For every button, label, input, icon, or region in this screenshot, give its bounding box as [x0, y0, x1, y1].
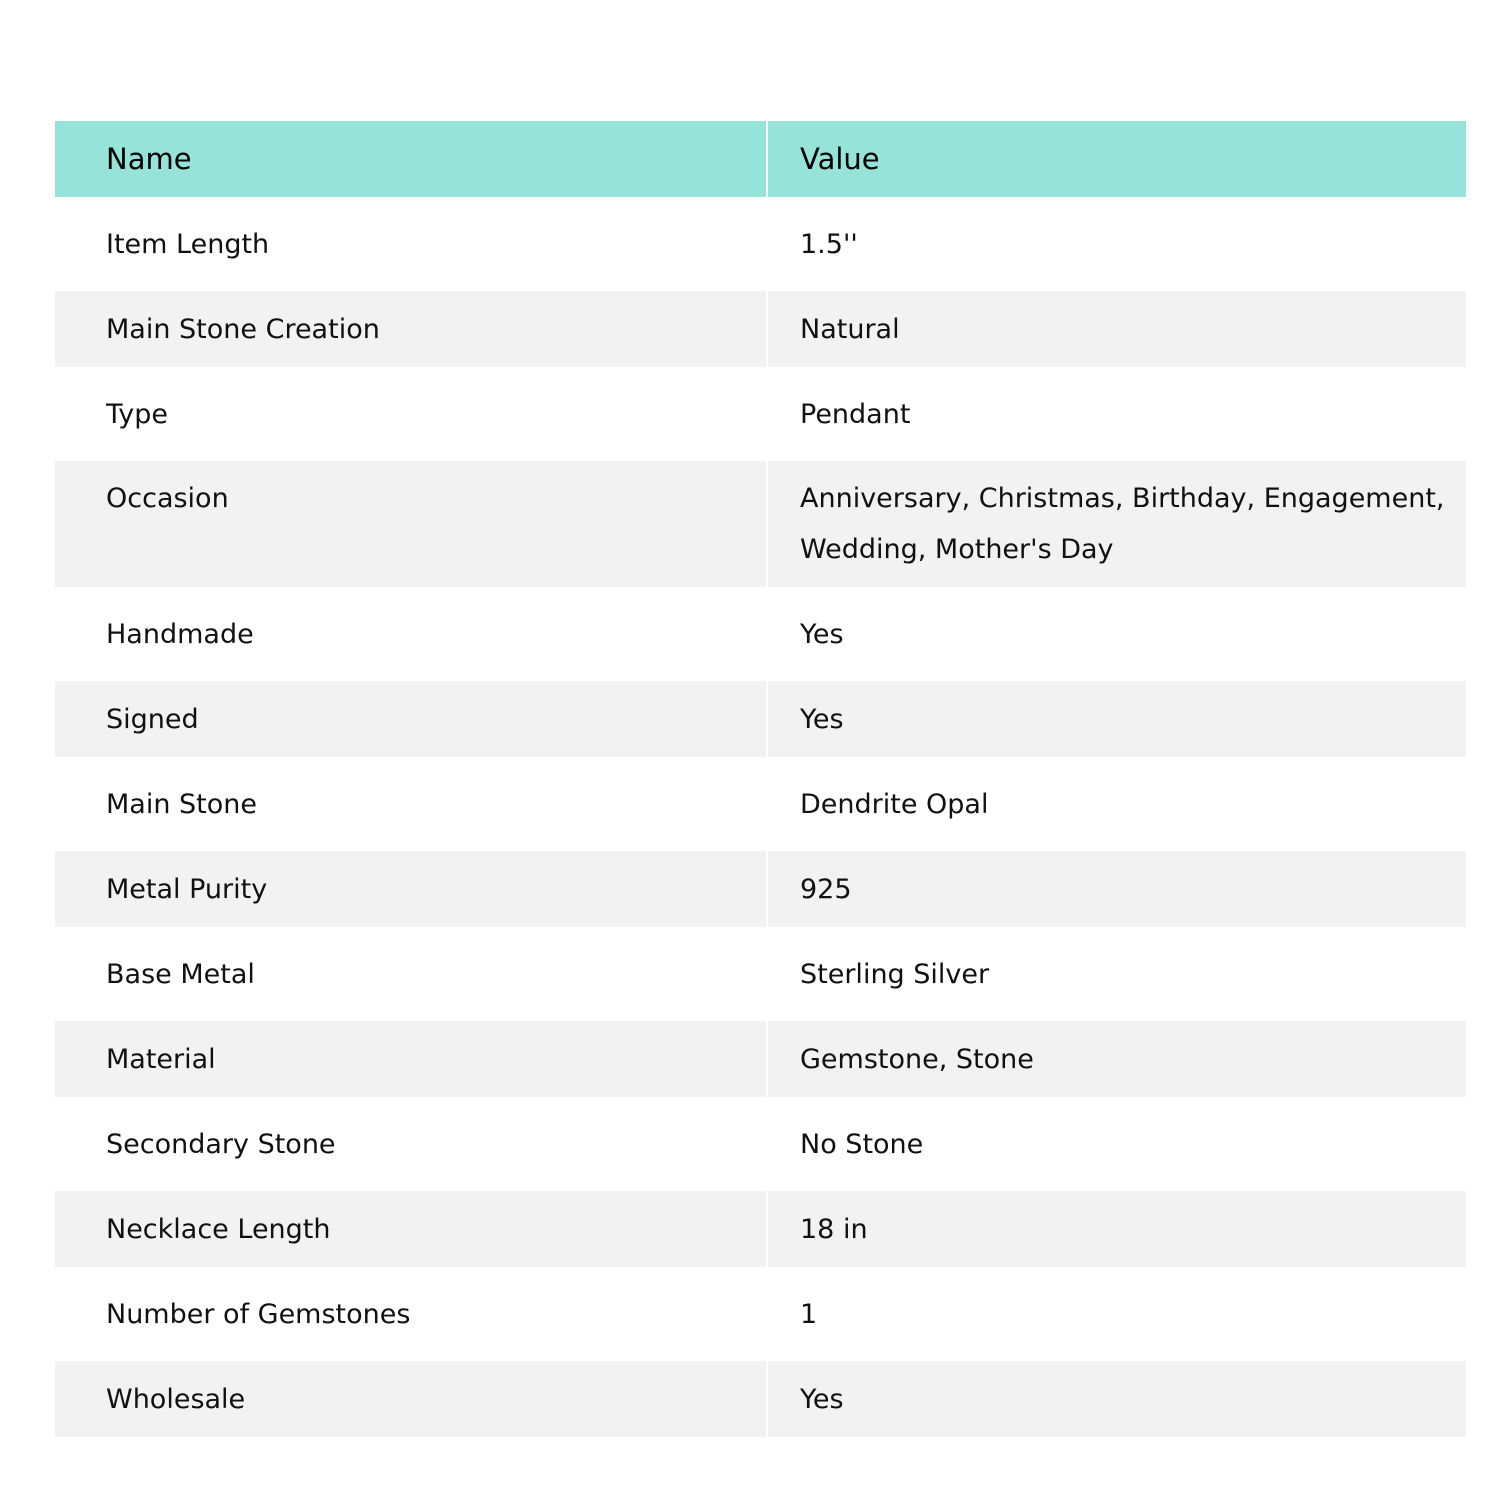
- row-name: Number of Gemstones: [55, 1267, 766, 1361]
- row-value: Yes: [768, 681, 1466, 757]
- row-name: Signed: [55, 681, 766, 757]
- row-value: Yes: [768, 1361, 1466, 1437]
- table-row: Material Gemstone, Stone: [55, 1021, 1466, 1097]
- table-row: Handmade Yes: [55, 587, 1466, 681]
- row-value: Gemstone, Stone: [768, 1021, 1466, 1097]
- table-row: Necklace Length 18 in: [55, 1191, 1466, 1267]
- row-value: Anniversary, Christmas, Birthday, Engage…: [768, 461, 1466, 587]
- table-row: Wholesale Yes: [55, 1361, 1466, 1437]
- table-row: Occasion Anniversary, Christmas, Birthday…: [55, 461, 1466, 587]
- row-value: No Stone: [768, 1097, 1466, 1191]
- row-name: Type: [55, 367, 766, 461]
- table-row: Main Stone Dendrite Opal: [55, 757, 1466, 851]
- table-row: Main Stone Creation Natural: [55, 291, 1466, 367]
- row-name: Necklace Length: [55, 1191, 766, 1267]
- row-value: 18 in: [768, 1191, 1466, 1267]
- row-name: Item Length: [55, 197, 766, 291]
- table-row: Type Pendant: [55, 367, 1466, 461]
- table-row: Signed Yes: [55, 681, 1466, 757]
- row-value: Natural: [768, 291, 1466, 367]
- row-value: Pendant: [768, 367, 1466, 461]
- header-value: Value: [768, 121, 1466, 197]
- row-name: Main Stone Creation: [55, 291, 766, 367]
- row-value: Dendrite Opal: [768, 757, 1466, 851]
- row-name: Base Metal: [55, 927, 766, 1021]
- table-row: Secondary Stone No Stone: [55, 1097, 1466, 1191]
- row-name: Handmade: [55, 587, 766, 681]
- row-value: Sterling Silver: [768, 927, 1466, 1021]
- specifications-table: Name Value Item Length 1.5'' Main Stone Cr…: [55, 121, 1466, 1437]
- row-value: 925: [768, 851, 1466, 927]
- header-name: Name: [55, 121, 766, 197]
- row-name: Material: [55, 1021, 766, 1097]
- row-name: Occasion: [55, 461, 766, 587]
- table-row: Number of Gemstones 1: [55, 1267, 1466, 1361]
- row-name: Wholesale: [55, 1361, 766, 1437]
- row-name: Secondary Stone: [55, 1097, 766, 1191]
- table-row: Base Metal Sterling Silver: [55, 927, 1466, 1021]
- row-name: Metal Purity: [55, 851, 766, 927]
- row-value: 1: [768, 1267, 1466, 1361]
- row-value: Yes: [768, 587, 1466, 681]
- row-name: Main Stone: [55, 757, 766, 851]
- table-row: Metal Purity 925: [55, 851, 1466, 927]
- table-row: Item Length 1.5'': [55, 197, 1466, 291]
- row-value: 1.5'': [768, 197, 1466, 291]
- table-header-row: Name Value: [55, 121, 1466, 197]
